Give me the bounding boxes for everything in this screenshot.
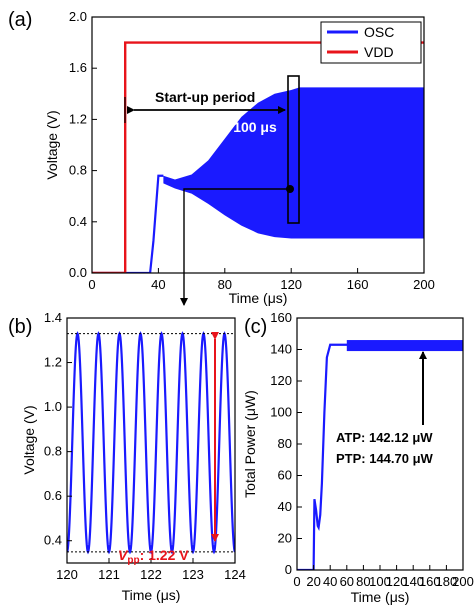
panel-c-x-tick-label: 60 — [340, 574, 354, 589]
panel-a-y-tick-label: 1.6 — [69, 60, 87, 75]
vpp-annotation: Vpp: 1.22 V — [118, 547, 189, 566]
panel-a-x-tick-label: 80 — [218, 277, 232, 292]
panel-b-y-tick-label: 0.6 — [44, 488, 62, 503]
panel-c-y-tick-label: 80 — [278, 436, 292, 451]
panel-c-y-tick-label: 100 — [270, 405, 292, 420]
panel-c-x-tick-label: 0 — [293, 574, 300, 589]
vpp-subscript: pp — [127, 555, 139, 566]
power-line — [297, 343, 463, 570]
panel-b-label: (b) — [8, 316, 32, 338]
legend-box — [320, 21, 422, 64]
atp-label: ATP: 142.12 μW — [336, 430, 433, 445]
panel-c-ylabel: Total Power (μW) — [242, 390, 258, 498]
panel-a-frame — [91, 16, 425, 274]
panel-c-y-tick-label: 20 — [278, 531, 292, 546]
zoom-window-box — [287, 75, 300, 224]
panel-a-y-tick-label: 0.4 — [69, 214, 87, 229]
startup-value: 100 μs — [233, 119, 277, 135]
panel-c-y-tick-label: 0 — [285, 562, 292, 577]
panel-b-ylabel: Voltage (V) — [21, 405, 37, 474]
vpp-symbol: V — [118, 547, 129, 563]
panel-a-y-tick-label: 2.0 — [69, 9, 87, 24]
panel-c-label: (c) — [244, 316, 267, 338]
panel-a-annotations: Start-up period 100 μs — [124, 75, 300, 306]
panel-c-x-tick-label: 20 — [306, 574, 320, 589]
panel-c-y-tick-label: 40 — [278, 499, 292, 514]
panel-a-x-tick-label: 120 — [280, 277, 302, 292]
vdd-line — [92, 41, 424, 273]
panel-c-y-tick-label: 60 — [278, 468, 292, 483]
panel-a-x-tick-label: 0 — [88, 277, 95, 292]
panel-c-x-tick-label: 80 — [356, 574, 370, 589]
panel-c-xlabel: Time (μs) — [351, 589, 410, 605]
osc-steady-waveform — [67, 331, 235, 555]
zoom-callout-line — [180, 188, 290, 306]
panel-a-y-tick-label: 0.0 — [69, 265, 87, 280]
panel-b-y-tick-label: 1.2 — [44, 355, 62, 370]
panel-a-legend: OSC VDD — [320, 21, 422, 64]
panel-b-x-tick-label: 123 — [182, 567, 204, 582]
legend-vdd-label: VDD — [364, 44, 394, 60]
panel-c-x-tick-label: 180 — [436, 574, 458, 589]
panel-c-y-ticks: 0 20 40 60 80 100 120 140 160 — [270, 310, 302, 577]
panel-b-x-tick-label: 121 — [98, 567, 120, 582]
panel-c-series — [297, 340, 463, 570]
panel-a-x-tick-label: 200 — [413, 277, 435, 292]
panel-b-y-tick-label: 1.4 — [44, 310, 62, 325]
panel-b-y-tick-label: 1.0 — [44, 399, 62, 414]
vpp-value: : 1.22 V — [140, 547, 190, 563]
panel-c-x-tick-label: 40 — [323, 574, 337, 589]
panel-b-x-tick-label: 124 — [224, 567, 246, 582]
startup-label: Start-up period — [155, 89, 255, 105]
panel-c-x-tick-label: 140 — [402, 574, 424, 589]
ptp-label: PTP: 144.70 μW — [336, 451, 434, 466]
panel-b-x-tick-label: 122 — [140, 567, 162, 582]
osc-envelope — [163, 87, 424, 239]
panel-b: (b) 120 121 122 123 124 0.4 0.6 0.8 1.0 1.2 1.4 T… — [8, 310, 246, 603]
panel-a-x-ticks: 0 40 80 120 160 200 — [88, 268, 435, 292]
panel-a-x-tick-label: 40 — [151, 277, 165, 292]
panel-a-x-tick-label: 160 — [347, 277, 369, 292]
panel-a-series — [92, 41, 424, 273]
panel-c-y-tick-label: 140 — [270, 342, 292, 357]
panel-b-frame — [66, 317, 236, 564]
panel-a: (a) 0 40 80 120 160 200 0.0 0.4 0.8 1.2 1.6 2.0 Ti… — [8, 9, 435, 306]
panel-c-x-tick-label: 200 — [452, 574, 474, 589]
panel-a-y-ticks: 0.0 0.4 0.8 1.2 1.6 2.0 — [69, 9, 97, 280]
legend-osc-label: OSC — [364, 24, 394, 40]
panel-a-y-tick-label: 0.8 — [69, 163, 87, 178]
panel-c-y-tick-label: 120 — [270, 373, 292, 388]
panel-b-y-tick-label: 0.4 — [44, 533, 62, 548]
panel-c-x-tick-label: 100 — [369, 574, 391, 589]
panel-c-x-tick-label: 120 — [386, 574, 408, 589]
osc-startup-line — [92, 174, 164, 273]
panel-a-label: (a) — [8, 9, 32, 31]
panel-b-xlabel: Time (μs) — [122, 587, 181, 603]
panel-b-x-tick-label: 120 — [56, 567, 78, 582]
panel-c-x-tick-label: 160 — [419, 574, 441, 589]
panel-b-y-ticks: 0.4 0.6 0.8 1.0 1.2 1.4 — [44, 310, 72, 548]
panel-c-y-tick-label: 160 — [270, 310, 292, 325]
panel-b-x-ticks: 120 121 122 123 124 — [56, 558, 246, 582]
panel-a-xlabel: Time (μs) — [229, 290, 288, 306]
panel-b-y-tick-label: 0.8 — [44, 444, 62, 459]
panel-b-series — [67, 331, 235, 555]
panel-a-ylabel: Voltage (V) — [44, 110, 60, 179]
panel-a-y-tick-label: 1.2 — [69, 111, 87, 126]
